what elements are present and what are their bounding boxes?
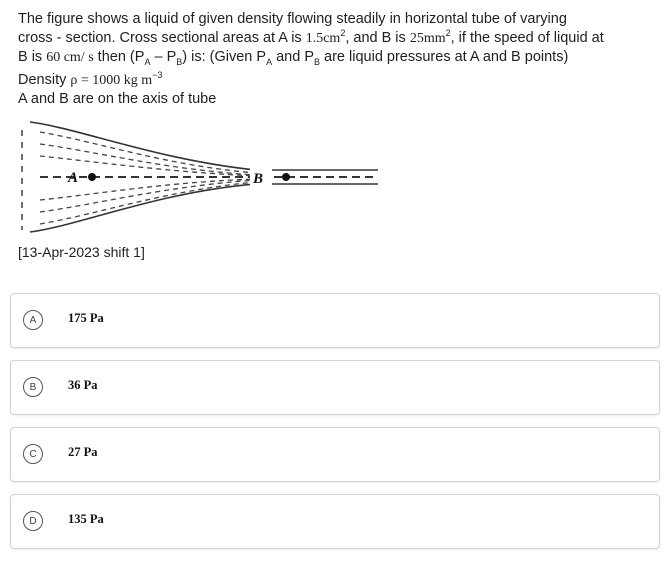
streamlines (39, 131, 257, 225)
option-letter: D (23, 511, 43, 531)
question-text: The figure shows a liquid of given densi… (18, 10, 658, 109)
label-b-bg (250, 166, 272, 188)
point-a (88, 173, 96, 181)
source-tag: [13-Apr-2023 shift 1] (18, 244, 145, 260)
question-line-5: A and B are on the axis of tube (18, 91, 217, 107)
label-b: B (252, 171, 263, 187)
question-line-1: The figure shows a liquid of given densi… (18, 11, 567, 27)
option-a[interactable]: A 175 Pa (10, 293, 660, 348)
question-line-3: B is 60 cm/ s then (PA – PB) is: (Given … (18, 49, 569, 67)
label-a: A (67, 170, 78, 186)
option-value: 135 Pa (68, 512, 104, 526)
tube-figure: A B (21, 121, 378, 233)
option-c[interactable]: C 27 Pa (10, 427, 660, 482)
question-line-4: Density ρ = 1000 kg m−3 (18, 70, 163, 88)
question-line-2: cross - section. Cross sectional areas a… (18, 28, 604, 46)
option-letter: A (23, 310, 43, 330)
option-letter: B (23, 377, 43, 397)
option-letter: C (23, 444, 43, 464)
option-b[interactable]: B 36 Pa (10, 360, 660, 415)
tube-top-wall (29, 121, 378, 171)
option-value: 36 Pa (68, 378, 98, 392)
option-d[interactable]: D 135 Pa (10, 494, 660, 549)
option-value: 175 Pa (68, 311, 104, 325)
tube-bottom-wall (29, 183, 378, 233)
point-b (282, 173, 290, 181)
option-value: 27 Pa (68, 445, 98, 459)
